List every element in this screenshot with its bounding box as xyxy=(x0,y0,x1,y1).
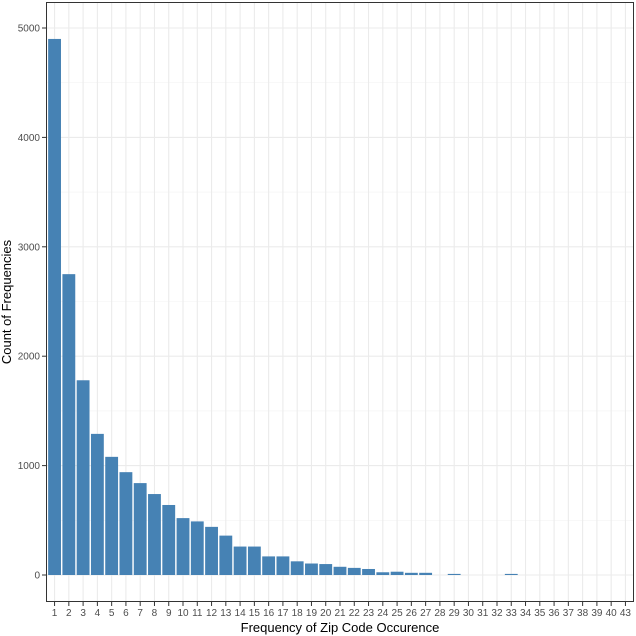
x-tick-label: 11 xyxy=(192,608,203,619)
x-tick-label: 28 xyxy=(434,608,446,619)
y-axis-ticks: 0 1000 2000 3000 4000 5000 xyxy=(18,24,46,582)
bar-12 xyxy=(205,526,218,575)
x-tick-label: 30 xyxy=(463,608,475,619)
bar-10 xyxy=(176,518,190,575)
bar-24 xyxy=(376,572,390,575)
bar-6 xyxy=(119,472,133,575)
x-tick-label: 32 xyxy=(491,608,503,619)
y-tick-label: 3000 xyxy=(18,242,41,253)
gridlines xyxy=(46,2,634,602)
x-tick-label: 10 xyxy=(177,608,189,619)
bar-21 xyxy=(333,566,347,575)
x-tick-label: 27 xyxy=(420,608,432,619)
bar-8 xyxy=(148,494,161,575)
bar-33 xyxy=(504,573,518,575)
x-tick-label: 12 xyxy=(206,608,218,619)
x-tick-label: 7 xyxy=(137,608,143,619)
x-tick-label: 21 xyxy=(334,608,346,619)
x-axis-ticks: 1 2 3 4 5 6 7 8 9 10 11 12 13 14 15 16 17 18 19 20 21 22 23 24 2… xyxy=(52,602,632,619)
x-tick-label: 1 xyxy=(52,608,58,619)
y-axis-title: Count of Frequencies xyxy=(0,239,14,364)
x-tick-label: 36 xyxy=(549,608,561,619)
bar-14 xyxy=(233,546,247,575)
bars xyxy=(48,38,518,575)
bar-7 xyxy=(133,483,147,575)
y-tick-label: 2000 xyxy=(18,352,41,363)
x-tick-label: 40 xyxy=(606,608,618,619)
x-tick-label: 19 xyxy=(306,608,318,619)
bar-26 xyxy=(404,572,418,575)
bar-13 xyxy=(219,535,233,575)
x-tick-label: 3 xyxy=(80,608,86,619)
bar-3 xyxy=(76,380,90,575)
panel-border xyxy=(46,2,634,602)
x-tick-label: 6 xyxy=(123,608,129,619)
x-tick-label: 15 xyxy=(249,608,261,619)
bar-2 xyxy=(62,274,76,575)
x-tick-label: 37 xyxy=(563,608,575,619)
x-tick-label: 26 xyxy=(406,608,418,619)
y-tick-label: 1000 xyxy=(18,461,41,472)
x-tick-label: 34 xyxy=(520,608,532,619)
x-tick-label: 14 xyxy=(235,608,247,619)
bar-15 xyxy=(247,546,261,575)
x-tick-label: 20 xyxy=(320,608,332,619)
x-tick-label: 25 xyxy=(392,608,404,619)
x-tick-label: 13 xyxy=(220,608,232,619)
bar-5 xyxy=(105,456,119,575)
bar-27 xyxy=(419,572,433,575)
x-axis-title: Frequency of Zip Code Occurence xyxy=(241,620,440,635)
x-tick-label: 17 xyxy=(277,608,289,619)
x-tick-label: 22 xyxy=(349,608,361,619)
bar-11 xyxy=(190,521,204,575)
bar-16 xyxy=(262,556,276,575)
x-tick-label: 9 xyxy=(166,608,172,619)
bar-29 xyxy=(447,573,461,575)
bar-20 xyxy=(319,564,333,575)
bar-25 xyxy=(390,571,404,575)
x-tick-label: 23 xyxy=(363,608,375,619)
bar-18 xyxy=(290,561,304,575)
x-tick-label: 8 xyxy=(152,608,158,619)
x-tick-label: 31 xyxy=(477,608,489,619)
x-tick-label: 2 xyxy=(66,608,72,619)
bar-17 xyxy=(276,556,290,575)
x-tick-label: 29 xyxy=(449,608,461,619)
x-tick-label: 38 xyxy=(577,608,589,619)
bar-19 xyxy=(305,563,318,575)
x-tick-label: 33 xyxy=(506,608,518,619)
y-tick-label: 5000 xyxy=(18,24,41,35)
x-tick-label: 18 xyxy=(292,608,304,619)
x-tick-label: 24 xyxy=(377,608,389,619)
y-tick-label: 0 xyxy=(34,571,40,582)
bar-22 xyxy=(347,567,361,575)
bar-9 xyxy=(162,504,176,575)
x-tick-label: 16 xyxy=(263,608,275,619)
bar-4 xyxy=(90,433,104,575)
x-tick-label: 39 xyxy=(591,608,603,619)
x-tick-label: 5 xyxy=(109,608,115,619)
x-tick-label: 43 xyxy=(620,608,632,619)
bar-23 xyxy=(362,568,375,575)
y-tick-label: 4000 xyxy=(18,133,41,144)
bar-1 xyxy=(48,38,61,575)
x-tick-label: 4 xyxy=(95,608,101,619)
x-tick-label: 35 xyxy=(534,608,546,619)
